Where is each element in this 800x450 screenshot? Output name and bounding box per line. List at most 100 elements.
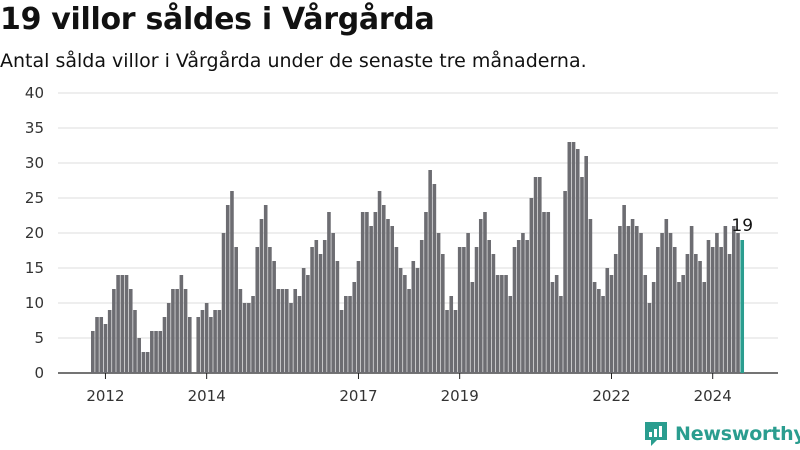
y-tick-label: 30 [25, 154, 44, 172]
bar [643, 275, 648, 373]
bar [512, 247, 517, 373]
bar [187, 317, 192, 373]
bar [331, 233, 335, 373]
bar [284, 289, 289, 373]
bar [268, 247, 272, 373]
bar [141, 352, 146, 373]
bar [546, 212, 551, 373]
bar [550, 282, 555, 373]
bar [664, 219, 669, 373]
bar [504, 275, 508, 373]
bar [491, 254, 496, 373]
y-tick-label: 10 [25, 294, 44, 312]
bar [601, 296, 605, 373]
bar [280, 289, 285, 373]
bar [398, 268, 403, 373]
bar [462, 247, 466, 373]
bar [301, 268, 306, 373]
bar [204, 303, 209, 373]
bar [179, 275, 184, 373]
bar [685, 254, 690, 373]
bar [276, 289, 281, 373]
bar [567, 142, 572, 373]
bar [597, 289, 601, 373]
bar [107, 310, 112, 373]
bar [605, 268, 610, 373]
bar [255, 247, 260, 373]
bar [407, 289, 411, 373]
bar [411, 261, 416, 373]
bar [428, 170, 432, 373]
bar [719, 247, 723, 373]
y-tick-label: 15 [25, 259, 44, 277]
bar [542, 212, 546, 373]
bar [538, 177, 542, 373]
bar [415, 268, 420, 373]
bar [352, 282, 357, 373]
bar [626, 226, 631, 373]
data-labels: 19 [731, 216, 753, 236]
bar [196, 317, 201, 373]
bar [647, 303, 652, 373]
bar [677, 282, 681, 373]
x-tick-label: 2012 [86, 387, 124, 405]
bar [230, 191, 234, 373]
bar [731, 226, 736, 373]
bar [634, 226, 639, 373]
bar-highlight [740, 240, 745, 373]
bar [306, 275, 310, 373]
newsworthy-logo[interactable]: Newsworthy [643, 420, 800, 448]
bar [133, 310, 137, 373]
bar [487, 240, 491, 373]
bar [99, 317, 104, 373]
bar [618, 226, 622, 373]
bar [508, 296, 513, 373]
bar [213, 310, 217, 373]
y-tick-label: 35 [25, 119, 44, 137]
bar [327, 212, 331, 373]
bar [183, 289, 188, 373]
bar [689, 226, 694, 373]
bar [150, 331, 154, 373]
bar [478, 219, 483, 373]
bar [209, 317, 213, 373]
bar [706, 240, 711, 373]
bar [356, 261, 361, 373]
chart-title: 19 villor såldes i Vårgårda [0, 2, 435, 37]
bar [247, 303, 251, 373]
chart-subtitle: Antal sålda villor i Vårgårda under de s… [0, 50, 587, 72]
bar [394, 247, 399, 373]
bar [584, 156, 588, 373]
bar [672, 247, 677, 373]
bar [533, 177, 538, 373]
bar [95, 317, 99, 373]
bar [373, 212, 378, 373]
bar [453, 310, 458, 373]
bar [694, 254, 698, 373]
bar [500, 275, 504, 373]
bar [162, 317, 167, 373]
bar [571, 142, 576, 373]
bar [251, 296, 255, 373]
x-tick-label: 2022 [592, 387, 630, 405]
bar [516, 240, 521, 373]
y-tick-label: 25 [25, 189, 44, 207]
bar [310, 247, 314, 373]
bar [660, 233, 664, 373]
bar [723, 226, 728, 373]
bar [217, 310, 222, 373]
bar [377, 191, 382, 373]
bar [529, 198, 534, 373]
bar [238, 289, 243, 373]
bar [120, 275, 125, 373]
bar [449, 296, 454, 373]
bar [221, 233, 226, 373]
bar [403, 275, 407, 373]
bar [554, 275, 559, 373]
bar [314, 240, 319, 373]
bar [580, 177, 584, 373]
bar [200, 310, 205, 373]
bar [175, 289, 179, 373]
bar [483, 212, 487, 373]
bar [588, 219, 593, 373]
